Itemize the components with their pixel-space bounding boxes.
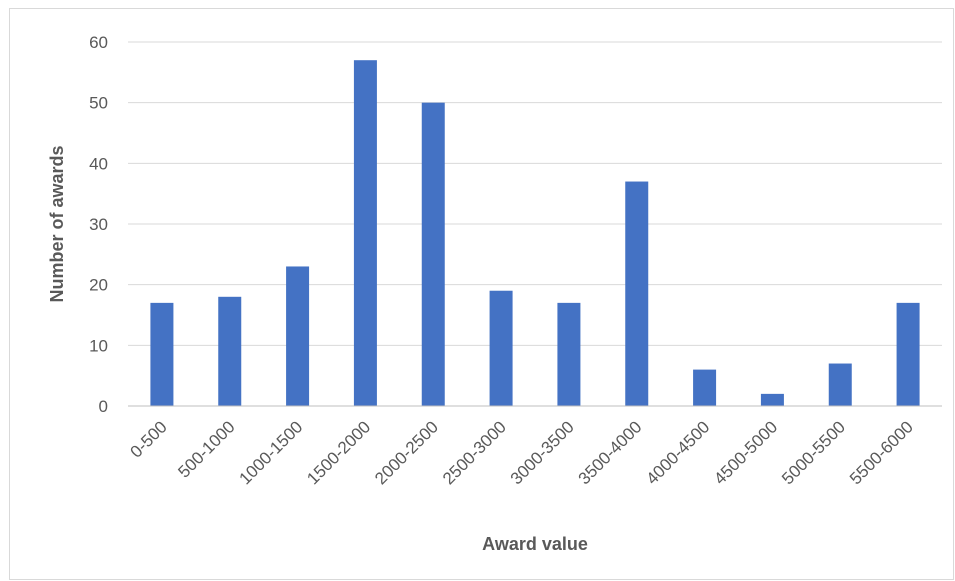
bar-1000-1500 <box>286 266 310 406</box>
gridlines <box>128 41 942 346</box>
x-tick-label: 500-1000 <box>174 417 238 481</box>
y-tick-label: 50 <box>89 94 108 113</box>
x-tick-label: 3500-4000 <box>575 417 646 488</box>
bar-0-500 <box>150 302 174 406</box>
bar-500-1000 <box>218 296 242 406</box>
bar-4500-5000 <box>760 393 784 406</box>
x-tick-label: 4000-4500 <box>642 417 713 488</box>
bar-3500-4000 <box>625 181 649 406</box>
x-tick-label: 4500-5000 <box>710 417 781 488</box>
bar-2000-2500 <box>421 102 445 407</box>
x-tick-label: 1500-2000 <box>303 417 374 488</box>
x-tick-label: 3000-3500 <box>507 417 578 488</box>
bar-2500-3000 <box>489 290 513 406</box>
bar-5000-5500 <box>828 363 852 406</box>
bar-series <box>150 60 920 407</box>
y-tick-label: 20 <box>89 276 108 295</box>
x-tick-label: 2500-3000 <box>439 417 510 488</box>
y-tick-label: 10 <box>89 336 108 355</box>
x-axis-ticks: 0-500 500-10001000-15001500-20002000-2500… <box>127 417 917 488</box>
x-tick-label: 2000-2500 <box>371 417 442 488</box>
y-axis-ticks: 0 10 20 30 40 50 60 <box>89 33 108 416</box>
y-tick-label: 60 <box>89 33 108 52</box>
x-tick-label: 0-500 <box>127 417 171 461</box>
bar-1500-2000 <box>353 60 377 406</box>
x-axis-title: Award value <box>482 534 588 554</box>
x-tick-label: 5500-6000 <box>846 417 917 488</box>
chart-area <box>9 8 954 580</box>
y-tick-label: 30 <box>89 215 108 234</box>
bar-3000-3500 <box>557 302 581 406</box>
x-tick-label: 1000-1500 <box>235 417 306 488</box>
y-axis-title: Number of awards <box>47 145 67 302</box>
y-tick-label: 40 <box>89 154 108 173</box>
bar-5500-6000 <box>896 302 920 406</box>
x-tick-label: 5000-5500 <box>778 417 849 488</box>
bar-4000-4500 <box>693 369 717 406</box>
y-tick-label: 0 <box>99 397 108 416</box>
